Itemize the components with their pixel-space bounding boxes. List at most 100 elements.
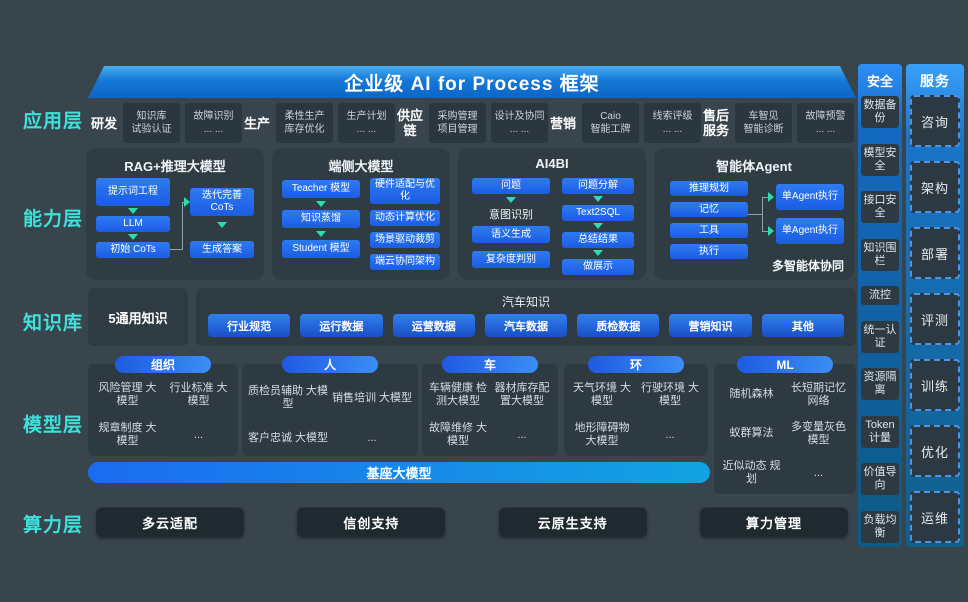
flow-node: 问题 xyxy=(472,178,550,194)
knowledge-pill: 汽车数据 xyxy=(484,314,568,337)
security-item: 接口安全 xyxy=(861,191,899,224)
app-tile-line: 智能工牌 xyxy=(590,124,631,135)
arrow-down-icon xyxy=(593,196,603,202)
flow-node: 复杂度判别 xyxy=(472,251,550,268)
flow-node: 语义生成 xyxy=(472,226,550,243)
flow-node: 记忆 xyxy=(670,202,748,217)
knowledge-pill: 运营数据 xyxy=(392,314,475,337)
connector-line xyxy=(762,231,770,232)
banner-title: 企业级 AI for Process 框架 xyxy=(344,73,600,95)
flow-node: 动态计算优化 xyxy=(370,210,440,226)
app-tile-line: 采购管理 xyxy=(437,111,478,122)
connector-line xyxy=(748,214,762,215)
model-item: 质检员辅助 大模型 xyxy=(247,385,329,411)
agent-footer-label: 多智能体协同 xyxy=(771,259,844,273)
flow-node: 单Agent执行 xyxy=(776,218,844,244)
app-tile-line: 故障预警 xyxy=(805,111,846,122)
connector-line xyxy=(762,197,763,231)
box-title: AI4BI xyxy=(535,156,569,171)
app-group-label: 生产 xyxy=(243,115,270,131)
app-group-label: 售后服务 xyxy=(702,108,729,138)
service-item: 咨询 xyxy=(910,95,960,147)
model-item: 销售培训 大模型 xyxy=(331,391,413,404)
app-tile-line: 车智见 xyxy=(748,111,779,122)
service-column-title: 服务 xyxy=(920,73,950,89)
application-layer-row: 研发 知识库 试验认证 故障识别 ... ... 生产 柔性生产 库存优化 生产… xyxy=(90,99,854,147)
app-tile: 故障识别 ... ... xyxy=(185,103,242,143)
security-item: 数据备份 xyxy=(861,96,899,128)
app-tile-line: ... ... xyxy=(662,124,683,135)
compute-item: 多云适配 xyxy=(96,507,244,537)
flow-node: 执行 xyxy=(670,244,748,259)
model-item: 器材库存配 置大模型 xyxy=(494,382,550,407)
app-group-rd: 研发 知识库 试验认证 故障识别 ... ... xyxy=(90,103,242,143)
app-tile-line: 生产计划 xyxy=(346,111,387,122)
box-title: RAG+推理大模型 xyxy=(124,159,226,174)
app-tile-line: 线索评级 xyxy=(652,111,693,122)
app-group-label: 营销 xyxy=(549,115,576,131)
knowledge-pill: 运行数据 xyxy=(300,314,383,337)
app-tile: Caio 智能工牌 xyxy=(582,103,639,143)
security-item: 负载均衡 xyxy=(861,510,899,543)
layer-label-knowledge: 知识库 xyxy=(22,313,83,334)
flow-node: 问题分解 xyxy=(562,178,634,194)
model-group-ml: ML 随机森林 长短期记忆 网络 蚁群算法 多变量灰色 模型 近似动态 规划 .… xyxy=(714,356,856,494)
model-item: 蚁群算法 xyxy=(729,427,774,440)
app-tile-line: ... ... xyxy=(203,124,224,135)
app-group-after-sales: 售后服务 车智见 智能诊断 故障预警 ... ... xyxy=(702,103,854,143)
app-tile-line: Caio xyxy=(600,111,621,122)
app-tile: 知识库 试验认证 xyxy=(123,103,180,143)
model-item: ... xyxy=(367,431,377,444)
app-tile: 采购管理 项目管理 xyxy=(429,103,486,143)
flow-node: 硬件适配与优化 xyxy=(370,178,440,204)
arrow-down-icon xyxy=(593,250,603,256)
flow-node: 做展示 xyxy=(562,259,634,275)
flow-node: 端云协同架构 xyxy=(370,254,440,270)
model-item: ... xyxy=(517,428,527,441)
app-group-label: 供应链 xyxy=(396,108,423,138)
model-group-tag: 组织 xyxy=(115,356,211,373)
compute-item: 信创支持 xyxy=(297,507,446,537)
model-item: 天气环境 大模型 xyxy=(572,382,632,407)
connector-line xyxy=(182,202,183,250)
model-item: 行业标准 大模型 xyxy=(169,382,228,407)
layer-label-compute: 算力层 xyxy=(22,515,83,536)
app-tile: 柔性生产 库存优化 xyxy=(276,103,333,143)
model-group-person: 人 质检员辅助 大模型 销售培训 大模型 客户忠诚 大模型 ... xyxy=(242,356,418,456)
model-item: 客户忠诚 大模型 xyxy=(247,431,329,444)
security-item: 价值导向 xyxy=(861,463,899,496)
flow-node: 单Agent执行 xyxy=(776,184,844,210)
foundation-model-bar: 基座大模型 xyxy=(88,462,710,483)
model-item: 风险管理 大模型 xyxy=(98,382,157,407)
flow-node: Student 模型 xyxy=(282,240,360,258)
ai4bi-box: AI4BI 问题 意图识别 语义生成 复杂度判别 问题分解 Text2SQL 总… xyxy=(458,148,646,280)
general-knowledge-box: 5通用知识 xyxy=(88,288,188,346)
flow-node: 工具 xyxy=(670,223,748,238)
knowledge-pill: 营销知识 xyxy=(669,314,752,337)
model-group-tag: 人 xyxy=(282,356,378,373)
arrow-down-icon xyxy=(316,231,326,237)
model-item: 随机森林 xyxy=(729,388,774,401)
service-item: 架构 xyxy=(910,161,960,213)
edge-model-box: 端侧大模型 Teacher 模型 知识蒸馏 Student 模型 硬件适配与优化… xyxy=(272,148,450,280)
service-item: 优化 xyxy=(910,425,960,477)
model-item: 车辆健康 检测大模型 xyxy=(428,382,488,407)
app-tile-line: 设计及协同 xyxy=(494,111,545,122)
arrow-down-icon xyxy=(316,201,326,207)
security-item: 模型安全 xyxy=(861,143,899,176)
banner: 企业级 AI for Process 框架 xyxy=(88,66,856,98)
model-group-box: 天气环境 大模型 行驶环境 大模型 地形障碍物 大模型 ... xyxy=(564,364,708,456)
security-item: 资源隔离 xyxy=(861,368,899,401)
service-item: 训练 xyxy=(910,359,960,411)
security-item: 统一认证 xyxy=(861,320,899,353)
app-group-label: 研发 xyxy=(90,115,117,131)
model-group-box: 车辆健康 检测大模型 器材库存配 置大模型 故障维修 大模型 ... xyxy=(422,364,558,456)
flow-node: 初始 CoTs xyxy=(96,242,170,258)
service-item: 运维 xyxy=(910,491,960,543)
security-item: 流控 xyxy=(861,286,899,306)
arrow-right-icon xyxy=(768,226,774,236)
model-group-organization: 组织 风险管理 大模型 行业标准 大模型 规章制度 大模型 ... xyxy=(88,356,238,456)
app-tile: 车智见 智能诊断 xyxy=(735,103,792,143)
arrow-down-icon xyxy=(128,234,138,240)
